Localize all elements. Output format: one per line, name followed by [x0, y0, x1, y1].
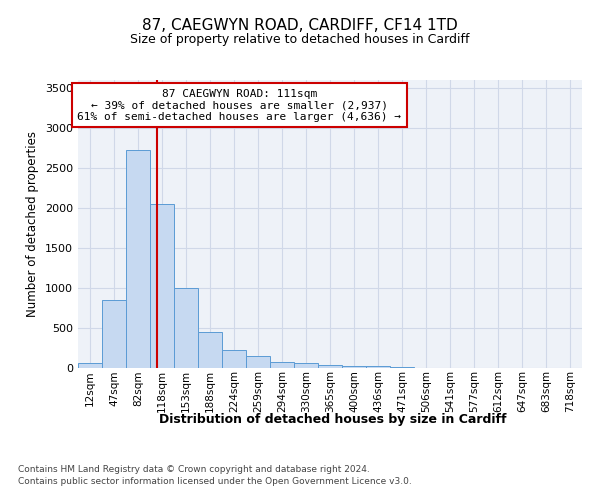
Bar	[78, 362, 102, 368]
Bar	[222, 350, 246, 368]
Bar	[342, 366, 366, 368]
Bar	[294, 363, 318, 368]
Bar	[270, 362, 294, 368]
Bar	[246, 356, 270, 368]
Bar	[102, 300, 126, 368]
Bar	[318, 365, 342, 368]
Text: Size of property relative to detached houses in Cardiff: Size of property relative to detached ho…	[130, 32, 470, 46]
Bar	[174, 288, 198, 368]
Text: 87, CAEGWYN ROAD, CARDIFF, CF14 1TD: 87, CAEGWYN ROAD, CARDIFF, CF14 1TD	[142, 18, 458, 32]
Text: Contains HM Land Registry data © Crown copyright and database right 2024.: Contains HM Land Registry data © Crown c…	[18, 465, 370, 474]
Y-axis label: Number of detached properties: Number of detached properties	[26, 130, 40, 317]
Bar	[126, 150, 150, 368]
Text: Distribution of detached houses by size in Cardiff: Distribution of detached houses by size …	[159, 412, 507, 426]
Bar	[366, 366, 390, 368]
Text: Contains public sector information licensed under the Open Government Licence v3: Contains public sector information licen…	[18, 478, 412, 486]
Bar	[198, 332, 222, 368]
Text: 87 CAEGWYN ROAD: 111sqm
← 39% of detached houses are smaller (2,937)
61% of semi: 87 CAEGWYN ROAD: 111sqm ← 39% of detache…	[77, 88, 401, 122]
Bar	[150, 204, 174, 368]
